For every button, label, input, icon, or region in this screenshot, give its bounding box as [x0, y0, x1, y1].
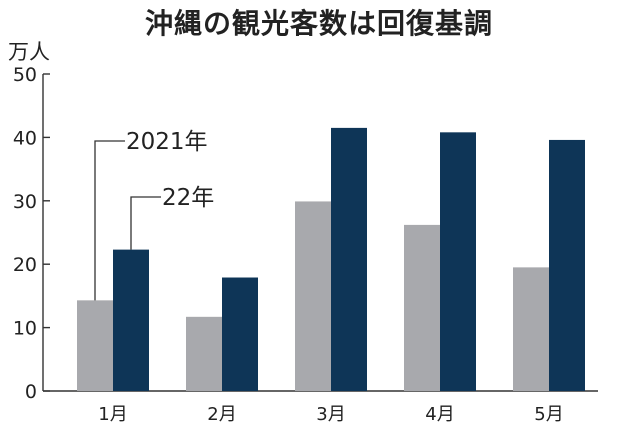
- y-tick-label: 40: [13, 127, 37, 149]
- y-tick-label: 50: [13, 64, 37, 86]
- bar: [513, 267, 549, 391]
- y-tick-label: 20: [13, 254, 37, 276]
- x-tick-label: 1月: [98, 404, 127, 425]
- bar: [331, 127, 367, 391]
- chart-title: 沖縄の観光客数は回復基調: [144, 7, 493, 40]
- x-tick-label: 3月: [316, 404, 345, 425]
- bar: [222, 277, 258, 391]
- bar: [113, 249, 149, 391]
- x-tick-label: 4月: [425, 404, 454, 425]
- legend-label: 2021年: [126, 129, 208, 155]
- legend-callout-line: [130, 196, 161, 250]
- x-tick-label: 2月: [207, 404, 236, 425]
- y-tick-label: 30: [13, 191, 37, 213]
- bar: [77, 300, 113, 391]
- legend-callout-line: [94, 140, 125, 301]
- x-tick-label: 5月: [534, 404, 563, 425]
- bar: [549, 139, 585, 391]
- bar: [295, 201, 331, 391]
- bar: [186, 316, 222, 391]
- bar: [404, 224, 440, 391]
- legend-label: 22年: [162, 185, 214, 211]
- y-axis-unit-label: 万人: [8, 40, 50, 64]
- bar: [440, 132, 476, 391]
- y-tick-label: 10: [13, 318, 37, 340]
- y-tick-label: 0: [25, 381, 37, 403]
